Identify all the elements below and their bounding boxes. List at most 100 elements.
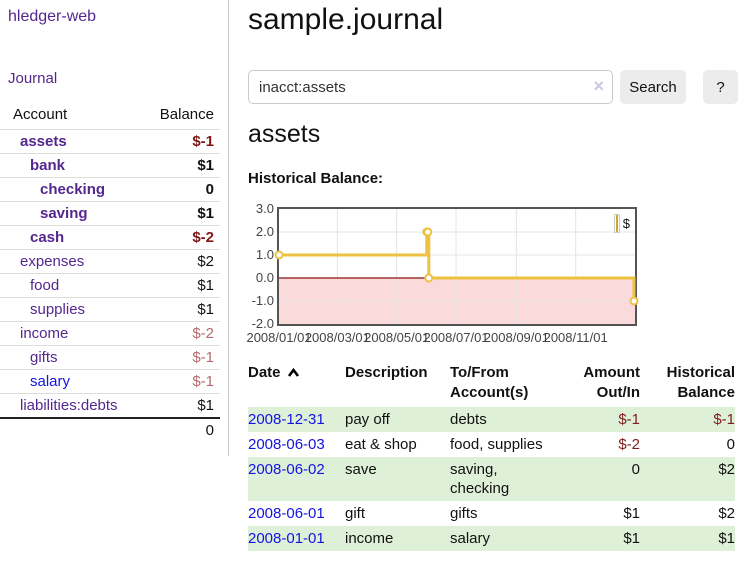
data-point-marker xyxy=(423,227,433,237)
search-button[interactable]: Search xyxy=(620,70,686,104)
sidebar-account-link[interactable]: assets xyxy=(20,133,67,150)
transaction-date-link[interactable]: 2008-12-31 xyxy=(248,411,325,428)
sidebar-account-link[interactable]: food xyxy=(30,277,60,294)
data-point-marker xyxy=(274,250,284,260)
balance-column-header: Balance xyxy=(159,106,214,123)
transaction-date-link[interactable]: 2008-01-01 xyxy=(248,530,325,547)
sidebar-account-row: checking 0 xyxy=(0,177,220,202)
sidebar-account-row: bank $1 xyxy=(0,153,220,178)
transaction-accounts: gifts xyxy=(450,505,478,522)
sidebar-account-link[interactable]: saving xyxy=(40,205,88,222)
balance-column-header-register: Historical Balance xyxy=(666,364,735,401)
sidebar-account-row: gifts $-1 xyxy=(0,345,220,370)
transaction-balance: $-1 xyxy=(713,411,735,428)
sidebar-account-link[interactable]: salary xyxy=(30,373,71,390)
sidebar-total-spacer xyxy=(0,417,140,442)
amount-column-header: Amount Out/In xyxy=(583,364,640,401)
transaction-amount: 0 xyxy=(631,461,640,478)
sidebar-account-row: income $-2 xyxy=(0,321,220,346)
date-column-header[interactable]: Date xyxy=(248,363,345,407)
register-row: 2008-12-31 pay off debts $-1 $-1 xyxy=(248,407,735,432)
help-button[interactable]: ? xyxy=(703,70,738,104)
legend-swatch xyxy=(615,215,618,232)
sidebar-accounts-body: assets $-1 bank $1 checking 0 saving $1 cash $-2 e… xyxy=(0,129,220,418)
sidebar-account-balance: $1 xyxy=(140,297,220,322)
historical-balance-chart: $ 3.0 2.0 1.0 0.0 -1.0 -2.0 2008/01/01 2008/03/… xyxy=(246,201,742,351)
sidebar-accounts-table: Account Balance assets $-1 bank $1 checking 0… xyxy=(0,102,220,442)
sidebar-account-balance: $-2 xyxy=(140,321,220,346)
y-axis-tick-label: 1.0 xyxy=(255,247,274,262)
transaction-amount: $-2 xyxy=(618,436,640,453)
chart-heading: Historical Balance: xyxy=(248,170,384,187)
x-axis-tick-label: 2008/07/01 xyxy=(423,330,489,345)
register-header-row: Date Description To/From Account(s) Amou… xyxy=(248,363,735,407)
plot-area: $ xyxy=(274,207,639,326)
transaction-balance: $2 xyxy=(718,461,735,478)
account-column-header: Account xyxy=(13,106,68,123)
sidebar-account-balance: 0 xyxy=(140,177,220,202)
transaction-description: income xyxy=(345,530,394,547)
sidebar-account-balance: $1 xyxy=(140,153,220,178)
sidebar-account-row: salary $-1 xyxy=(0,369,220,394)
sidebar-account-row: assets $-1 xyxy=(0,129,220,154)
sidebar-total-balance: 0 xyxy=(140,417,220,442)
sidebar-account-link[interactable]: income xyxy=(20,325,69,342)
transaction-balance: $1 xyxy=(718,530,735,547)
sidebar-account-balance: $2 xyxy=(140,249,220,274)
y-axis-tick-label: -2.0 xyxy=(251,316,274,331)
accounts-column-header: To/From Account(s) xyxy=(450,364,529,401)
sidebar-account-row: liabilities:debts $1 xyxy=(0,393,220,418)
sidebar-total-row: 0 xyxy=(0,417,220,442)
sidebar-account-link[interactable]: supplies xyxy=(30,301,86,318)
transaction-date-link[interactable]: 2008-06-03 xyxy=(248,436,325,453)
sidebar-account-balance: $1 xyxy=(140,273,220,298)
sidebar-account-link[interactable]: liabilities:debts xyxy=(20,397,118,414)
account-heading: assets xyxy=(248,120,321,148)
app-title-link[interactable]: hledger-web xyxy=(8,8,97,25)
search-input[interactable] xyxy=(248,70,613,104)
sidebar-account-link[interactable]: cash xyxy=(30,229,65,246)
transaction-balance: $2 xyxy=(718,505,735,522)
chart-legend: $ xyxy=(613,214,630,233)
sidebar-account-balance: $-2 xyxy=(140,225,220,250)
description-column-header: Description xyxy=(345,364,428,381)
sidebar-accounts-header-row: Account Balance xyxy=(0,102,220,130)
y-axis-tick-label: 3.0 xyxy=(255,201,274,216)
sidebar-account-balance: $1 xyxy=(140,393,220,418)
legend-label: $ xyxy=(622,216,630,231)
sidebar-account-link[interactable]: checking xyxy=(40,181,106,198)
sidebar-account-link[interactable]: bank xyxy=(30,157,66,174)
x-axis-tick-label: 2008/03/01 xyxy=(304,330,370,345)
transaction-date-link[interactable]: 2008-06-02 xyxy=(248,461,325,478)
y-axis-tick-label: 0.0 xyxy=(255,270,274,285)
transaction-accounts: food, supplies xyxy=(450,436,543,453)
sidebar-account-row: supplies $1 xyxy=(0,297,220,322)
clear-search-icon[interactable]: × xyxy=(593,76,604,96)
sidebar-account-balance: $-1 xyxy=(140,345,220,370)
sidebar-item-journal[interactable]: Journal xyxy=(8,70,58,87)
register-row: 2008-06-01 gift gifts $1 $2 xyxy=(248,501,735,526)
search-input-wrap: × xyxy=(248,70,613,104)
sidebar-account-balance: $1 xyxy=(140,201,220,226)
sidebar-account-balance: $-1 xyxy=(140,129,220,154)
register-row: 2008-01-01 income salary $1 $1 xyxy=(248,526,735,551)
sidebar-account-row: food $1 xyxy=(0,273,220,298)
register-row: 2008-06-02 save saving, checking 0 $2 xyxy=(248,457,735,501)
x-axis-tick-label: 2008/09/01 xyxy=(483,330,549,345)
sidebar-account-link[interactable]: expenses xyxy=(20,253,85,270)
date-header-label: Date xyxy=(248,364,281,381)
transaction-description: eat & shop xyxy=(345,436,417,453)
sidebar-account-link[interactable]: gifts xyxy=(30,349,58,366)
x-axis-tick-label: 2008/05/01 xyxy=(364,330,430,345)
transaction-accounts: debts xyxy=(450,411,487,428)
sort-ascending-icon xyxy=(287,364,300,384)
data-point-marker xyxy=(424,273,434,283)
x-axis-tick-label: 2008/01/01 xyxy=(246,330,312,345)
transaction-date-link[interactable]: 2008-06-01 xyxy=(248,505,325,522)
transaction-amount: $-1 xyxy=(618,411,640,428)
page-title: sample.journal xyxy=(248,3,444,36)
plot-svg xyxy=(274,209,639,324)
transaction-amount: $1 xyxy=(623,505,640,522)
transaction-accounts: salary xyxy=(450,530,491,547)
register-row: 2008-06-03 eat & shop food, supplies $-2 0 xyxy=(248,432,735,457)
